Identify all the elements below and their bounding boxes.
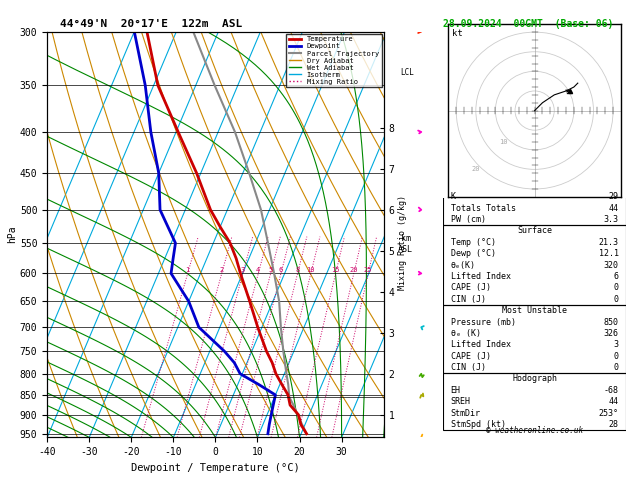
Text: Lifted Index: Lifted Index bbox=[451, 272, 511, 281]
Text: 6: 6 bbox=[613, 272, 618, 281]
Text: PW (cm): PW (cm) bbox=[451, 215, 486, 224]
Text: CIN (J): CIN (J) bbox=[451, 363, 486, 372]
Bar bbox=[443, 305, 626, 373]
Text: 3: 3 bbox=[241, 267, 245, 274]
Text: θₑ(K): θₑ(K) bbox=[451, 260, 476, 270]
Text: 3: 3 bbox=[613, 340, 618, 349]
Text: 44: 44 bbox=[609, 204, 618, 213]
Y-axis label: km
ASL: km ASL bbox=[398, 235, 413, 254]
Text: 3.3: 3.3 bbox=[604, 215, 618, 224]
Text: Pressure (mb): Pressure (mb) bbox=[451, 317, 516, 327]
Text: Totals Totals: Totals Totals bbox=[451, 204, 516, 213]
Text: 0: 0 bbox=[613, 352, 618, 361]
Text: Most Unstable: Most Unstable bbox=[502, 306, 567, 315]
Text: 0: 0 bbox=[613, 363, 618, 372]
Text: StmSpd (kt): StmSpd (kt) bbox=[451, 420, 506, 429]
Text: Lifted Index: Lifted Index bbox=[451, 340, 511, 349]
Legend: Temperature, Dewpoint, Parcel Trajectory, Dry Adiabat, Wet Adiabat, Isotherm, Mi: Temperature, Dewpoint, Parcel Trajectory… bbox=[286, 34, 382, 87]
Text: Hodograph: Hodograph bbox=[512, 375, 557, 383]
Text: SREH: SREH bbox=[451, 397, 470, 406]
Text: 44: 44 bbox=[609, 397, 618, 406]
Bar bbox=[443, 373, 626, 430]
Text: © weatheronline.co.uk: © weatheronline.co.uk bbox=[486, 426, 583, 435]
Text: 21.3: 21.3 bbox=[599, 238, 618, 247]
Text: Mixing Ratio (g/kg): Mixing Ratio (g/kg) bbox=[398, 195, 407, 291]
Text: CAPE (J): CAPE (J) bbox=[451, 352, 491, 361]
Text: θₑ (K): θₑ (K) bbox=[451, 329, 481, 338]
Text: K: K bbox=[451, 192, 456, 201]
Text: 2: 2 bbox=[220, 267, 224, 274]
Text: 28.09.2024  00GMT  (Base: 06): 28.09.2024 00GMT (Base: 06) bbox=[443, 19, 614, 29]
Text: -68: -68 bbox=[604, 386, 618, 395]
Text: 44°49'N  20°17'E  122m  ASL: 44°49'N 20°17'E 122m ASL bbox=[60, 19, 242, 29]
Text: 20: 20 bbox=[472, 166, 480, 173]
Y-axis label: hPa: hPa bbox=[7, 226, 17, 243]
Text: Temp (°C): Temp (°C) bbox=[451, 238, 496, 247]
Text: 0: 0 bbox=[613, 295, 618, 304]
Text: 6: 6 bbox=[279, 267, 283, 274]
Text: 12.1: 12.1 bbox=[599, 249, 618, 258]
Text: kt: kt bbox=[452, 30, 462, 38]
Text: 320: 320 bbox=[604, 260, 618, 270]
Text: 1: 1 bbox=[186, 267, 190, 274]
Text: 15: 15 bbox=[331, 267, 340, 274]
Text: CIN (J): CIN (J) bbox=[451, 295, 486, 304]
Text: 28: 28 bbox=[609, 420, 618, 429]
Bar bbox=[443, 191, 626, 226]
Text: 10: 10 bbox=[306, 267, 315, 274]
Text: 253°: 253° bbox=[599, 409, 618, 417]
Text: Dewp (°C): Dewp (°C) bbox=[451, 249, 496, 258]
Text: CAPE (J): CAPE (J) bbox=[451, 283, 491, 293]
Text: 4: 4 bbox=[256, 267, 260, 274]
Text: 10: 10 bbox=[499, 139, 508, 145]
X-axis label: Dewpoint / Temperature (°C): Dewpoint / Temperature (°C) bbox=[131, 463, 300, 473]
Text: StmDir: StmDir bbox=[451, 409, 481, 417]
Text: EH: EH bbox=[451, 386, 460, 395]
Text: Surface: Surface bbox=[517, 226, 552, 235]
Text: 29: 29 bbox=[609, 192, 618, 201]
Text: 850: 850 bbox=[604, 317, 618, 327]
Text: LCL: LCL bbox=[401, 68, 415, 76]
Bar bbox=[443, 226, 626, 305]
Text: 20: 20 bbox=[350, 267, 358, 274]
Text: 0: 0 bbox=[613, 283, 618, 293]
Text: 5: 5 bbox=[269, 267, 273, 274]
Text: 25: 25 bbox=[364, 267, 372, 274]
Text: 326: 326 bbox=[604, 329, 618, 338]
Text: 8: 8 bbox=[296, 267, 299, 274]
